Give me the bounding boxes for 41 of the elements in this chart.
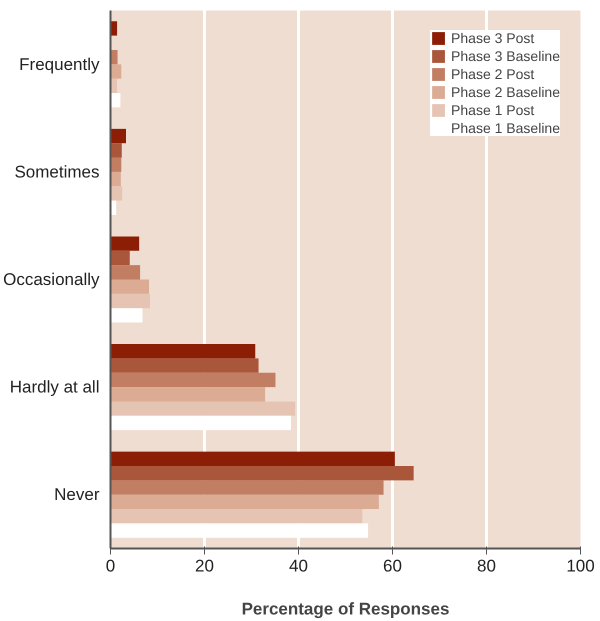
legend-label: Phase 3 Post bbox=[451, 30, 534, 46]
x-tick-label: 100 bbox=[566, 556, 595, 576]
bar bbox=[110, 401, 296, 416]
bar bbox=[110, 466, 414, 480]
bar bbox=[110, 294, 150, 308]
bar bbox=[110, 64, 122, 79]
bar bbox=[110, 452, 395, 466]
x-tick-label: 60 bbox=[383, 556, 402, 576]
bar bbox=[110, 250, 130, 266]
x-tick-label: 0 bbox=[106, 556, 116, 576]
bar bbox=[110, 344, 256, 358]
bar bbox=[110, 186, 122, 201]
legend-label: Phase 3 Baseline bbox=[451, 48, 560, 64]
bar bbox=[110, 158, 122, 172]
bar bbox=[110, 128, 126, 144]
y-tick-label: Frequently bbox=[19, 54, 100, 74]
legend-label: Phase 2 Post bbox=[451, 66, 534, 82]
bar bbox=[110, 143, 122, 158]
x-tick-label: 40 bbox=[289, 556, 308, 576]
legend-label: Phase 1 Post bbox=[451, 102, 534, 118]
bar bbox=[110, 265, 140, 280]
bar bbox=[110, 358, 259, 373]
bar bbox=[110, 280, 150, 294]
bar bbox=[110, 236, 140, 251]
bar bbox=[110, 494, 379, 510]
x-tick-label: 20 bbox=[195, 556, 214, 576]
bar bbox=[110, 92, 120, 108]
y-tick-label: Hardly at all bbox=[10, 378, 100, 397]
y-tick-label: Sometimes bbox=[14, 162, 100, 182]
y-tick-label: Occasionally bbox=[3, 270, 100, 289]
bar bbox=[110, 172, 121, 186]
bar bbox=[110, 387, 266, 402]
x-tick-label: 80 bbox=[477, 556, 496, 576]
legend-label: Phase 2 Baseline bbox=[451, 84, 560, 100]
y-tick-label: Never bbox=[54, 485, 100, 504]
bar bbox=[110, 308, 142, 323]
bar bbox=[110, 372, 276, 388]
x-axis-title: Percentage of Responses bbox=[242, 600, 450, 618]
text: Phase 1 Baseline bbox=[451, 120, 560, 136]
bar bbox=[110, 480, 384, 495]
bar bbox=[110, 509, 362, 524]
